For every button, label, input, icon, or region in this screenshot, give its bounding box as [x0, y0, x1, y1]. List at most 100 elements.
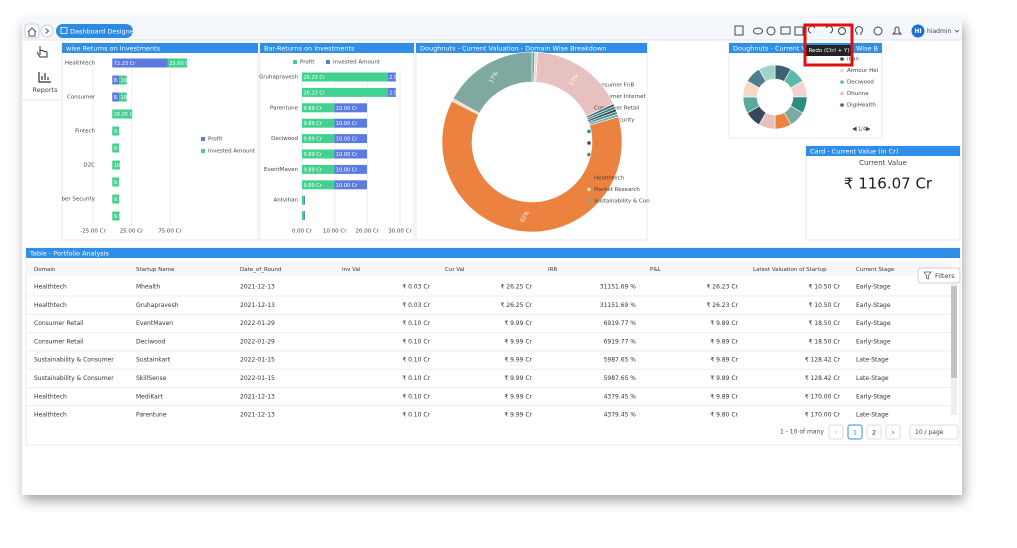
legend-swatch	[840, 68, 844, 73]
avatar[interactable]	[911, 24, 925, 38]
reports-icon[interactable]	[38, 72, 51, 83]
x-tick-label: 0.00 Cr	[292, 229, 313, 235]
page-prev[interactable]	[828, 424, 844, 440]
y-tick-label: Fintech	[75, 129, 95, 135]
reports-label[interactable]: Reports	[33, 86, 59, 94]
undo-icon[interactable]	[807, 25, 816, 34]
table-cell: Early-Stage	[856, 284, 891, 291]
y-tick-label: D2C	[83, 163, 95, 169]
column-header: Startup Name	[136, 267, 175, 273]
help-icon[interactable]	[873, 26, 883, 36]
table-cell: Early-Stage	[856, 393, 891, 400]
table-cell: ₹ 9.89 Cr	[710, 357, 738, 364]
save-icon[interactable]	[734, 25, 744, 36]
y-tick-label: Gruhapravesh	[259, 75, 298, 81]
breadcrumb-text: Dashboard Designer	[70, 28, 137, 36]
table-cell: Late-Stage	[856, 357, 889, 364]
breadcrumb-arrow[interactable]	[40, 24, 54, 38]
bar-label: 10.00 Cr	[336, 121, 358, 127]
table-cell: ₹ 26.25 Cr	[501, 284, 533, 291]
y-tick-label: Deciwood	[271, 136, 298, 142]
page-button[interactable]	[847, 424, 863, 440]
y-tick-label: Antvihan	[273, 198, 298, 204]
bar	[302, 87, 388, 97]
export-icon[interactable]	[794, 26, 804, 36]
refresh-icon[interactable]	[766, 26, 776, 36]
preview-icon[interactable]	[753, 27, 763, 35]
legend-label: Deciwood	[847, 80, 874, 86]
legend-swatch	[840, 80, 844, 84]
legend-swatch	[587, 176, 591, 180]
table-cell: Consumer Retail	[34, 320, 84, 327]
highlight-box	[803, 23, 854, 67]
bar	[112, 143, 120, 153]
legend-label: Invested Amount	[333, 60, 381, 66]
table-cell: Late-Stage	[856, 412, 889, 419]
table-title: Table - Portfolio Analysis	[29, 250, 109, 258]
table-cell: ₹ 0.10 Cr	[402, 357, 430, 364]
slice-label: 17%	[569, 73, 580, 87]
page-next[interactable]	[885, 424, 901, 440]
monitor-icon[interactable]	[780, 26, 791, 35]
legend-swatch	[587, 106, 591, 110]
breadcrumb[interactable]	[56, 24, 133, 38]
page-button[interactable]	[866, 424, 882, 440]
bar-label: 26.23 Cr	[304, 90, 326, 96]
column-header: Domain	[34, 267, 56, 273]
table-cell: ₹ 170.00 Cr	[805, 393, 841, 400]
table-cell: Parentune	[136, 412, 167, 419]
table-cell: 2022-01-15	[240, 375, 275, 382]
table-cell: 2022-01-29	[240, 338, 275, 345]
table-cell: Healthtech	[34, 412, 67, 419]
table-cell: 2021-12-13	[240, 284, 275, 291]
table-cell: ₹ 0.10 Cr	[402, 412, 430, 419]
legend-label: ihan	[847, 57, 859, 63]
bar-label: 9.00 Cr	[114, 146, 133, 152]
bell-icon[interactable]	[891, 26, 903, 35]
settings-icon[interactable]	[838, 27, 846, 35]
table-cell: ₹ 170.00 Cr	[805, 412, 841, 419]
table-cell: ₹ 128.42 Cr	[805, 375, 841, 382]
legend-label: Consumer Internet	[594, 94, 646, 100]
bar	[334, 180, 367, 190]
table-cell: 2021-12-13	[240, 412, 275, 419]
pointer-icon[interactable]	[36, 46, 48, 58]
page-size-select[interactable]	[909, 424, 959, 440]
column-header: P&L	[650, 267, 662, 273]
table-cell: Early-Stage	[856, 302, 891, 309]
redo-icon[interactable]	[825, 25, 834, 34]
arrow-icon	[45, 28, 50, 34]
table-cell: 4379.45 %	[604, 393, 637, 400]
tooltip-text: Redo (Ctrl + Y)	[808, 48, 849, 54]
user-name[interactable]: hiadmin	[927, 28, 951, 35]
panel-header	[806, 146, 960, 156]
x-tick-label: 20.00 Cr	[356, 229, 380, 235]
designer-icon	[60, 27, 68, 34]
slice-label: 17%	[489, 71, 500, 85]
legend-label: Consumer Retail	[594, 106, 640, 112]
bar	[302, 118, 335, 128]
table-cell: ₹ 0.03 Cr	[402, 284, 430, 291]
bar	[334, 149, 367, 159]
bulb-icon[interactable]	[855, 26, 863, 35]
column-header: Latest Valuation of Startup	[753, 267, 827, 273]
table-panel	[25, 247, 961, 446]
table-cell: ₹ 9.89 Cr	[710, 320, 738, 327]
table-cell: 31151.69 %	[600, 284, 637, 291]
bar	[302, 72, 388, 82]
panel-header	[260, 43, 414, 53]
donut-slice	[441, 100, 623, 233]
slice-label: 62%	[520, 210, 531, 224]
scrollbar-thumb[interactable]	[951, 286, 957, 378]
table-cell: 6919.77 %	[604, 338, 637, 345]
pager-next[interactable]: ▶	[866, 126, 871, 133]
legend-swatch	[840, 103, 844, 107]
bar-label: 9.89 Cr	[304, 137, 323, 143]
bar	[302, 211, 304, 221]
table-cell: Sustainkart	[136, 357, 171, 364]
column-header-row	[26, 262, 951, 276]
bar	[334, 164, 367, 174]
bar	[119, 75, 127, 85]
bar-label: 26.05 Cr	[114, 112, 136, 118]
pager-prev[interactable]: ◀	[852, 126, 857, 133]
